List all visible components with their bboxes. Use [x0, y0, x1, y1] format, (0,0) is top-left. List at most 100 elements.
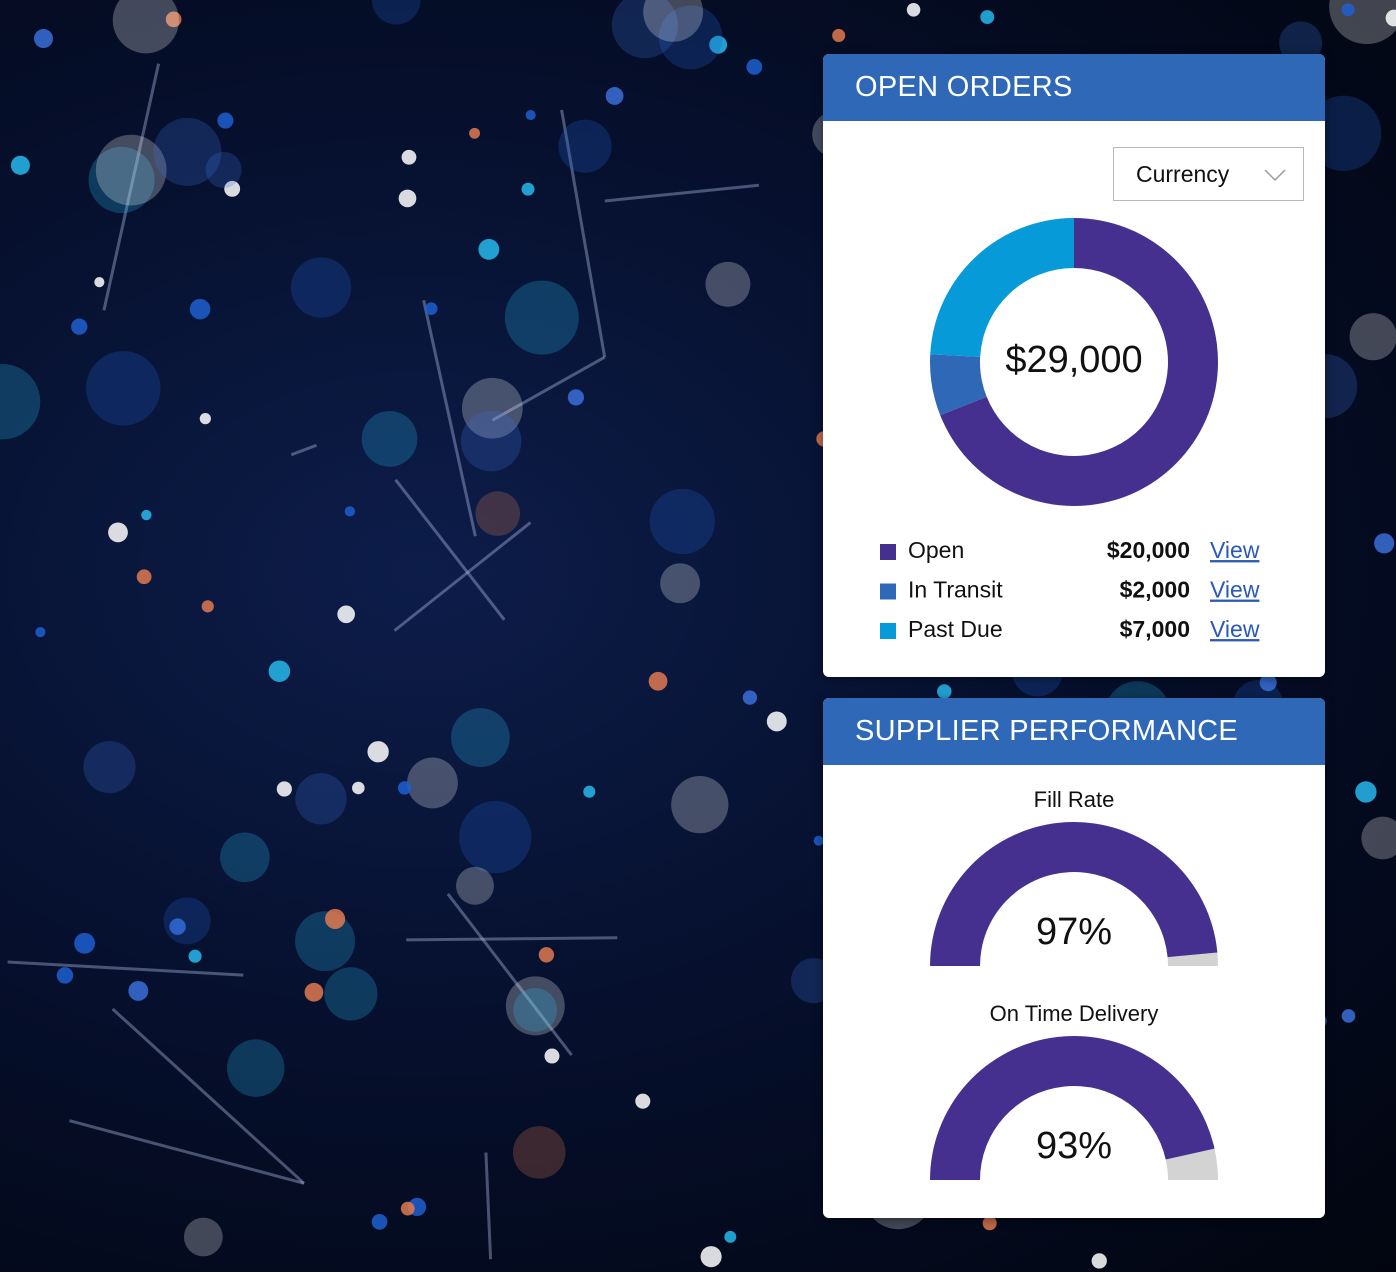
network-node — [504, 280, 579, 355]
network-node — [183, 1217, 223, 1257]
network-node — [407, 757, 458, 809]
network-node — [649, 488, 716, 555]
network-edge — [604, 183, 760, 203]
gauge-value: 97% — [1036, 911, 1112, 953]
network-node — [88, 146, 155, 214]
donut-chart: Open $20,000 View In Transit $2,000 View Past … — [880, 218, 1260, 642]
network-node — [324, 967, 378, 1021]
network-node — [188, 949, 202, 963]
legend-swatch — [880, 544, 896, 560]
gauge-title: On Time Delivery — [990, 1001, 1159, 1026]
donut-total: $29,000 — [1005, 339, 1142, 381]
network-node — [1279, 21, 1323, 65]
network-node — [337, 605, 355, 624]
network-node — [325, 908, 346, 929]
network-node — [401, 149, 417, 165]
network-node — [1361, 816, 1396, 860]
network-node — [367, 741, 389, 763]
network-node — [201, 600, 214, 613]
network-node — [544, 1048, 560, 1064]
network-node — [0, 363, 41, 440]
donut-segment — [930, 354, 987, 416]
network-node — [525, 110, 536, 121]
network-edge — [69, 1119, 305, 1185]
network-node — [352, 781, 365, 795]
view-link[interactable]: View — [1210, 537, 1260, 563]
network-node — [982, 1216, 997, 1231]
gauge-value: 93% — [1036, 1125, 1112, 1167]
network-edge — [491, 355, 606, 422]
network-node — [700, 1246, 722, 1268]
network-node — [832, 28, 846, 43]
network-node — [605, 87, 624, 105]
gauge-track — [1165, 1148, 1218, 1180]
network-edge — [111, 1007, 306, 1185]
currency-dropdown[interactable]: Currency — [1113, 147, 1304, 201]
value-label: $20,000 — [1107, 537, 1190, 563]
network-node — [10, 155, 30, 175]
gauge-fill — [930, 1036, 1215, 1180]
open-orders-panel: OPEN ORDERS Currency Open $20,000 View In T… — [823, 54, 1325, 677]
network-node — [658, 5, 723, 70]
network-node — [189, 298, 211, 320]
chevron — [1264, 169, 1286, 182]
network-edge — [446, 893, 573, 1057]
gauge-charts: Fill Rate 97% On Time Delivery 93% — [930, 787, 1218, 1180]
network-node — [205, 151, 242, 188]
network-node — [424, 302, 438, 316]
gauge-track — [1167, 952, 1218, 966]
network-node — [450, 708, 510, 767]
network-edge — [406, 936, 618, 942]
network-node — [513, 988, 558, 1032]
network-node — [398, 189, 417, 208]
network-node — [153, 117, 222, 186]
network-node — [813, 835, 824, 846]
network-node — [1091, 1253, 1107, 1269]
network-node — [643, 0, 704, 42]
network-edge — [7, 960, 244, 977]
network-node — [217, 112, 234, 129]
network-node — [74, 932, 95, 954]
network-node — [583, 785, 596, 798]
panel-header: SUPPLIER PERFORMANCE — [823, 698, 1325, 765]
network-node — [671, 776, 729, 834]
view-link[interactable]: View — [1210, 577, 1260, 603]
network-node — [295, 911, 356, 972]
network-node — [1341, 3, 1355, 17]
network-node — [163, 897, 211, 945]
network-node — [112, 0, 179, 54]
network-node — [558, 119, 612, 173]
network-node — [136, 569, 152, 585]
network-node — [742, 690, 758, 705]
network-edge — [560, 109, 607, 358]
network-node — [56, 967, 74, 984]
legend-label: In Transit — [908, 577, 1003, 603]
network-node — [648, 671, 668, 691]
panel-header: OPEN ORDERS — [823, 54, 1325, 121]
network-edge — [484, 1152, 493, 1260]
network-node — [95, 134, 167, 206]
dropdown-label: Currency — [1136, 161, 1230, 187]
network-node — [220, 832, 270, 883]
network-node — [128, 980, 149, 1001]
network-edge — [290, 443, 318, 457]
network-node — [290, 257, 352, 318]
network-node — [1341, 1009, 1356, 1023]
legend-label: Open — [908, 537, 964, 563]
network-node — [276, 781, 292, 797]
view-link[interactable]: View — [1210, 616, 1260, 642]
network-node — [635, 1093, 651, 1109]
network-edge — [102, 63, 161, 311]
network-node — [169, 918, 186, 935]
network-node — [724, 1230, 737, 1243]
network-node — [475, 491, 521, 536]
network-node — [521, 182, 535, 196]
network-node — [83, 740, 136, 794]
network-node — [1349, 313, 1396, 361]
network-node — [226, 1039, 285, 1097]
network-node — [937, 684, 952, 699]
network-node — [1329, 0, 1396, 45]
network-node — [460, 410, 522, 472]
legend-label: Past Due — [908, 616, 1003, 642]
network-node — [400, 1201, 415, 1216]
